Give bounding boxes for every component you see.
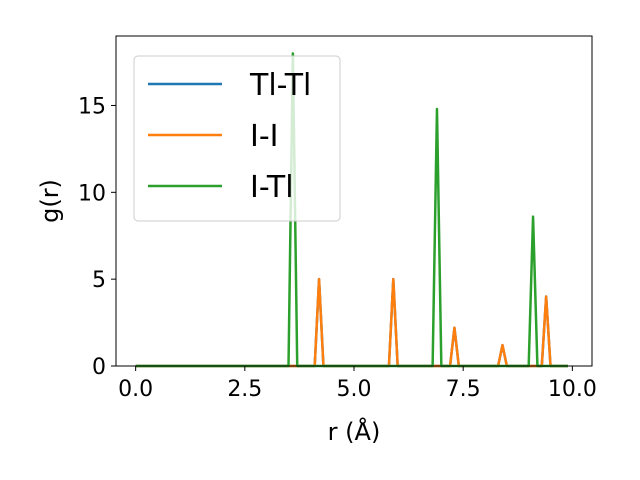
x-tick-label: 0.0 — [118, 377, 153, 402]
y-tick-label: 0 — [92, 355, 106, 380]
legend-items: Tl-Tl I-I I-Tl — [148, 68, 311, 205]
legend-box — [133, 55, 341, 222]
y-tick-label: 10 — [78, 181, 106, 206]
y-tick-label: 15 — [78, 94, 106, 119]
y-axis-label: g(r) — [36, 179, 64, 223]
series-line-1 — [135, 277, 568, 368]
x-tick-label: 7.5 — [446, 377, 481, 402]
x-tick-label: 10.0 — [548, 377, 597, 402]
y-axis-ticks: 0 5 10 15 — [78, 94, 116, 380]
legend-label-1: I-I — [250, 119, 279, 154]
x-axis-label: r (Å) — [328, 417, 381, 446]
y-tick-label: 5 — [92, 268, 106, 293]
x-tick-label: 2.5 — [227, 377, 262, 402]
x-tick-label: 5.0 — [337, 377, 372, 402]
x-axis-ticks: 0.0 2.5 5.0 7.5 10.0 — [118, 366, 597, 402]
legend-label-2: I-Tl — [250, 170, 294, 205]
legend-label-0: Tl-Tl — [249, 68, 311, 103]
legend: Tl-Tl I-I I-Tl — [133, 55, 341, 222]
